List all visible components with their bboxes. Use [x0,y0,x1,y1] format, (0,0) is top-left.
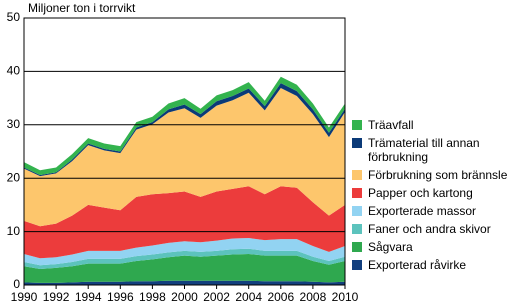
y-tick-label: 50 [7,10,21,24]
y-tick-label: 20 [7,170,21,184]
y-tick-label: 0 [13,277,20,291]
x-tick-label: 1992 [43,290,70,304]
area [24,76,345,175]
legend-swatch [352,206,362,216]
legend-label: Papper och kartong [368,186,473,200]
area [24,186,345,259]
legend-label: Exporterad råvirke [368,258,467,272]
legend-label: Trämaterial till annan förbrukning [368,136,480,164]
y-axis-title: Miljoner ton i torrvikt [28,1,136,15]
legend-swatch [352,224,362,234]
legend: Träavfall Trämaterial till annan förbrukn… [352,118,524,276]
legend-item: Sågvara [352,240,524,254]
x-tick-label: 1990 [11,290,38,304]
x-tick-label: 2002 [203,290,230,304]
y-tick-label: 10 [7,224,21,238]
legend-label: Faner och andra skivor [368,222,491,236]
legend-swatch [352,260,362,270]
x-tick-label: 1994 [75,290,102,304]
area [24,254,345,283]
legend-item: Faner och andra skivor [352,222,524,236]
legend-label: Exporterade massor [368,204,477,218]
legend-item: Papper och kartong [352,186,524,200]
legend-swatch [352,188,362,198]
legend-swatch [352,242,362,252]
y-tick-label: 30 [7,117,21,131]
x-tick-label: 1998 [139,290,166,304]
legend-item: Exporterade massor [352,204,524,218]
legend-item: Exporterad råvirke [352,258,524,272]
legend-swatch [352,170,362,180]
area [24,248,345,269]
legend-label: Träavfall [368,118,414,132]
legend-item: Träavfall [352,118,524,132]
legend-label: Sågvara [368,240,413,254]
x-tick-label: 2008 [300,290,327,304]
legend-item: Förbrukning som brännsle [352,168,524,182]
legend-swatch [352,120,362,130]
x-tick-label: 2010 [332,290,359,304]
x-tick-label: 2004 [235,290,262,304]
area [24,238,345,266]
y-tick-label: 40 [7,64,21,78]
area [24,83,345,177]
area [24,87,345,227]
x-tick-label: 2000 [171,290,198,304]
x-tick-label: 1996 [107,290,134,304]
legend-swatch [352,138,362,148]
legend-label: Förbrukning som brännsle [368,168,508,182]
legend-item: Trämaterial till annan förbrukning [352,136,524,164]
x-tick-label: 2006 [267,290,294,304]
plot-frame [23,17,346,286]
